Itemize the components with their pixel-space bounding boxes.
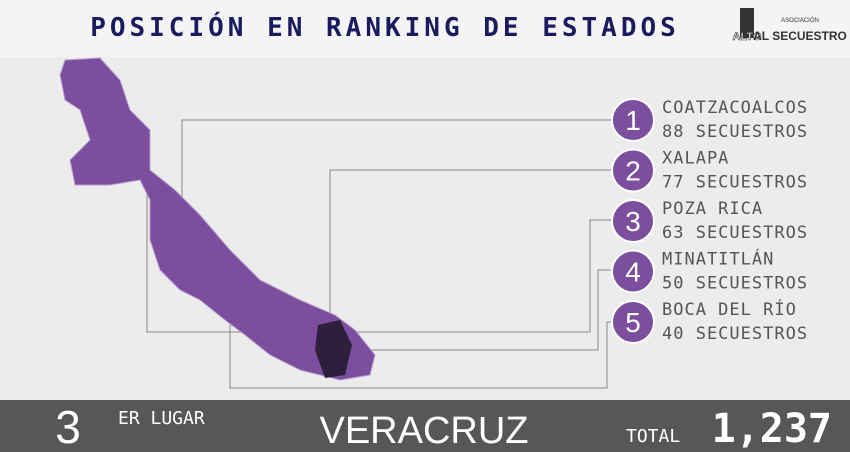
connector bbox=[326, 269, 613, 351]
city-name: BOCA DEL RÍO bbox=[662, 298, 797, 320]
logo-hand bbox=[740, 4, 754, 38]
connector bbox=[329, 169, 613, 320]
rank-circle bbox=[611, 199, 655, 243]
rank-circle bbox=[611, 300, 655, 344]
ranking-list: 1 COATZACOALCOS 88 SECUESTROS 2 XALAPA 77 SEC… bbox=[611, 98, 808, 344]
header-bg bbox=[0, 0, 850, 57]
connector bbox=[146, 178, 613, 333]
map-area bbox=[0, 57, 850, 400]
veracruz-map bbox=[59, 57, 376, 381]
footer-bg bbox=[0, 400, 850, 452]
rank-circle bbox=[611, 148, 655, 193]
rank-number: 3 bbox=[625, 206, 641, 237]
logo: ASOCIACIÓN ALTO AL SECUESTRO bbox=[732, 4, 847, 43]
city-name: COATZACOALCOS bbox=[662, 98, 808, 118]
kidnapping-count: 63 SECUESTROS bbox=[662, 223, 808, 243]
kidnapping-count: 77 SECUESTROS bbox=[662, 173, 808, 193]
total: 1,237 bbox=[712, 406, 832, 452]
logo-small: ASOCIACIÓN bbox=[781, 17, 819, 24]
city-name: POZA RICA bbox=[662, 199, 763, 219]
logo-right: AL SECUESTRO bbox=[753, 29, 847, 43]
kidnapping-count: 40 SECUESTROS bbox=[662, 324, 808, 344]
rank-number: 1 bbox=[625, 105, 641, 136]
city-name: MINATITLÁN bbox=[662, 248, 774, 270]
logo-left: ALTO bbox=[733, 31, 762, 43]
rank-number: 4 bbox=[625, 257, 641, 288]
kidnapping-count: 50 SECUESTROS bbox=[662, 274, 808, 294]
kidnapping-count: 88 SECUESTROS bbox=[662, 122, 808, 142]
rank-number: 2 bbox=[625, 156, 641, 187]
total-label: TOTAL bbox=[626, 426, 680, 447]
position: 3 bbox=[55, 401, 81, 452]
highlight-municipality bbox=[315, 320, 352, 378]
connector bbox=[229, 265, 613, 389]
rank-circle bbox=[611, 98, 655, 142]
position-suffix: ER LUGAR bbox=[118, 408, 205, 429]
state-name: VERACRUZ bbox=[319, 410, 528, 452]
rank-circle bbox=[611, 249, 655, 294]
city-name: XALAPA bbox=[662, 149, 729, 169]
rank-number: 5 bbox=[625, 307, 641, 338]
title: POSICIÓN EN RANKING DE ESTADOS bbox=[90, 11, 680, 43]
